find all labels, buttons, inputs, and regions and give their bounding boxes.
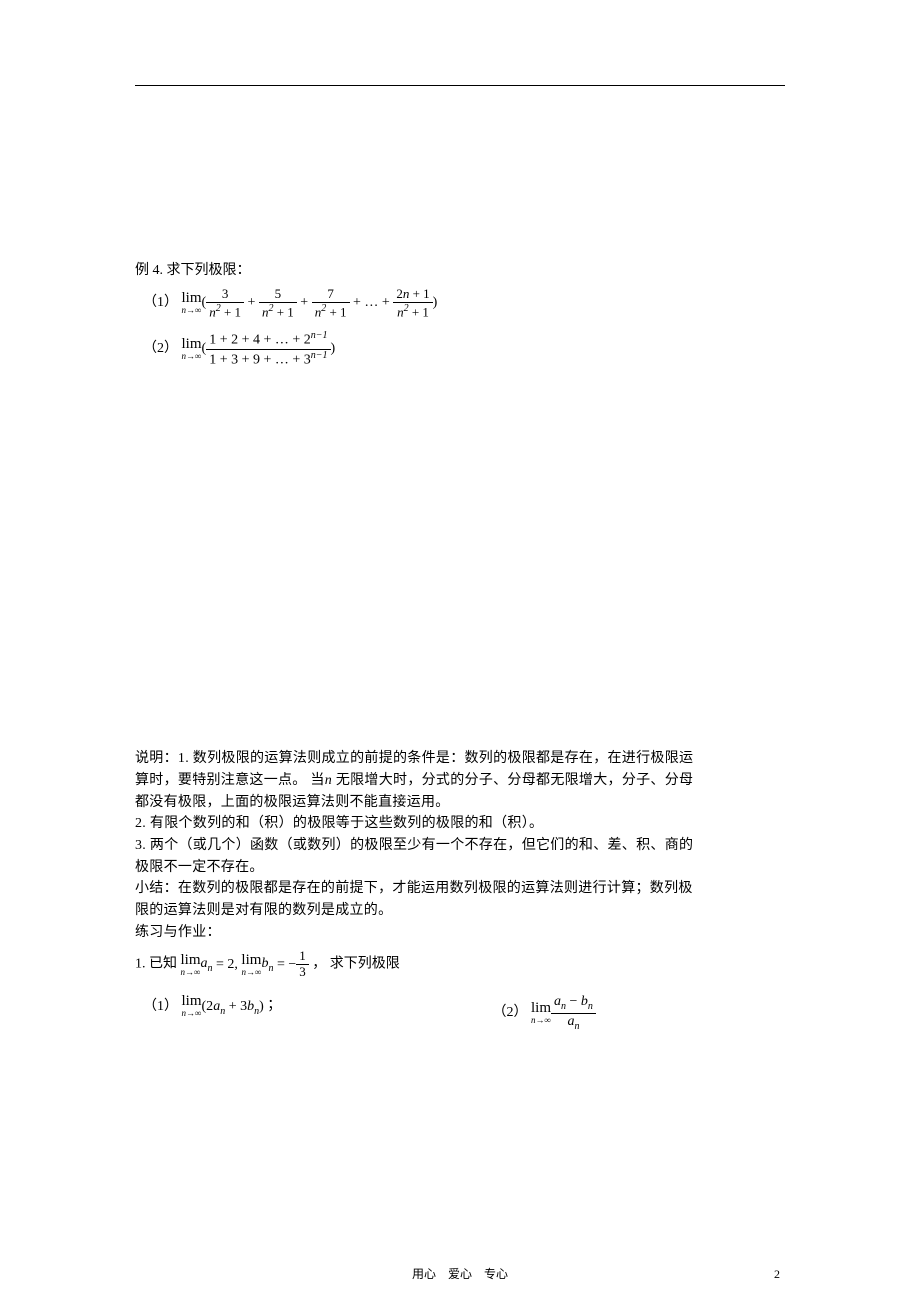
paren-close: ) [331,341,336,356]
item-1-label: （1） [135,295,178,310]
para-1-line1: 说明：1. 数列极限的运算法则成立的前提的条件是：数列的极限都是存在，在进行极限… [135,748,785,770]
example-heading: 例 4. 求下列极限： [135,261,785,281]
limit-symbol: lim n→∞ [182,337,202,361]
fraction-ab: an − bn an [551,994,596,1032]
term-3: 7 n2 + 1 [312,287,350,320]
semicolon: ； [267,999,281,1014]
fraction-one-third: 1 3 [296,949,309,980]
question-1-items: （1） lim n→∞ (2an + 3bn) ； （2） lim n→∞ an… [135,994,785,1032]
equation-2: （2） lim n→∞ ( 1 + 2 + 4 + … + 2n−1 1 + 3… [135,330,785,369]
para-4-line2: 限的运算法则是对有限的数列是成立的。 [135,900,785,922]
plus: + [297,295,312,310]
para-2: 2. 有限个数列的和（积）的极限等于这些数列的极限的和（积）。 [135,813,785,835]
dots: + … + [350,295,394,310]
q1-suffix: ， 求下列极限 [312,957,400,972]
plus: + [244,295,259,310]
limit-symbol: lim n→∞ [181,953,201,977]
limit-symbol: lim n→∞ [531,1001,551,1025]
fraction-sum: 1 + 2 + 4 + … + 2n−1 1 + 3 + 9 + … + 3n−… [206,330,330,369]
limit-symbol: lim n→∞ [241,953,261,977]
equation-1: （1） lim n→∞ ( 3 n2 + 1 + 5 n2 + 1 + 7 n2… [135,287,785,320]
footer-motto: 用心 爱心 专心 [0,1265,920,1282]
item-2-label: （2） [135,341,178,356]
limit-symbol: lim n→∞ [182,994,202,1018]
para-5: 练习与作业： [135,922,785,944]
page-number: 2 [774,1267,780,1282]
explanation-block: 说明：1. 数列极限的运算法则成立的前提的条件是：数列的极限都是存在，在进行极限… [135,748,785,943]
question-1-item-1: （1） lim n→∞ (2an + 3bn) ； [135,994,493,1032]
term-2: 5 n2 + 1 [259,287,297,320]
item-1-label: （1） [135,999,178,1014]
term-1: 3 n2 + 1 [206,287,244,320]
q1-prefix: 1. 已知 [135,957,177,972]
question-1: 1. 已知 lim n→∞ an = 2, lim n→∞ bn = − 1 3… [135,949,785,980]
para-1-line3: 都没有极限，上面的极限运算法则不能直接运用。 [135,792,785,814]
limit-symbol: lim n→∞ [182,291,202,315]
para-4-line1: 小结：在数列的极限都是存在的前提下，才能运用数列极限的运算法则进行计算；数列极 [135,878,785,900]
para-3-line2: 极限不一定不存在。 [135,857,785,879]
item-2-label: （2） [493,1005,528,1020]
paren-close: ) [433,295,438,310]
question-1-item-2: （2） lim n→∞ an − bn an [493,994,786,1032]
term-n: 2n + 1 n2 + 1 [393,287,432,320]
para-1-line2: 算时，要特别注意这一点。 当n 无限增大时，分式的分子、分母都无限增大，分子、分… [135,770,785,792]
para-3-line1: 3. 两个（或几个）函数（或数列）的极限至少有一个不存在，但它们的和、差、积、商… [135,835,785,857]
